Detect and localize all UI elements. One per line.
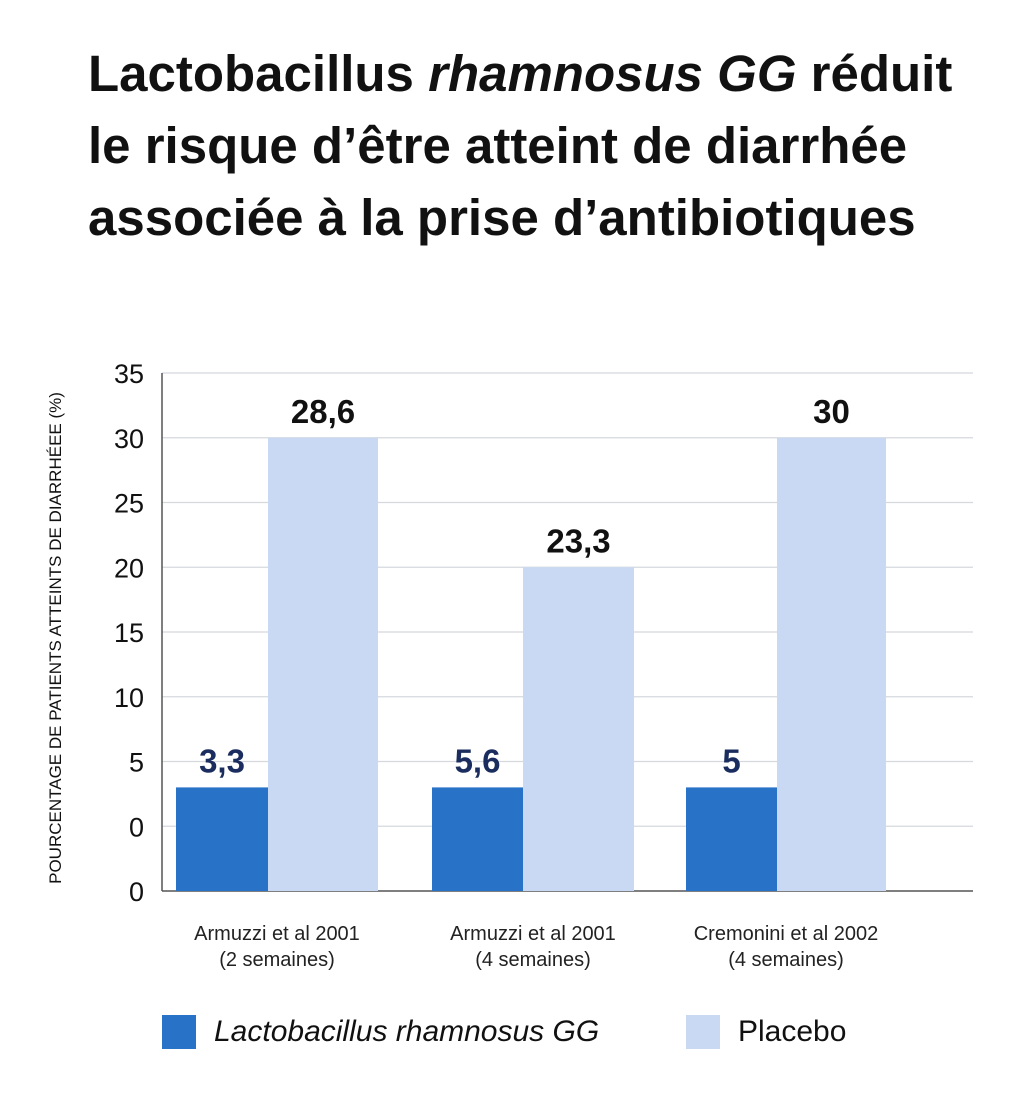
- y-tick-label: 0: [129, 812, 144, 842]
- y-tick-label: 15: [114, 618, 144, 648]
- legend-swatch-lgg: [162, 1015, 196, 1049]
- legend-item-placebo: Placebo: [686, 1012, 846, 1052]
- x-category-label: (2 semaines): [219, 949, 335, 971]
- legend-swatch-placebo: [686, 1015, 720, 1049]
- bar-placebo: [523, 567, 634, 891]
- y-tick-label: 25: [114, 489, 144, 519]
- x-category-label: Armuzzi et al 2001: [450, 923, 616, 945]
- y-axis-title: POURCENTAGE DE PATIENTS ATTEINTS DE DIAR…: [46, 392, 65, 884]
- legend-label-placebo: Placebo: [738, 1015, 847, 1048]
- data-label: 5: [722, 742, 740, 779]
- data-label: 5,6: [455, 742, 501, 779]
- y-tick-label: 10: [114, 683, 144, 713]
- bar-placebo: [777, 437, 886, 891]
- x-category-label: (4 semaines): [728, 949, 844, 971]
- chart-title: Lactobacillus rhamnosus GG réduit le ris…: [88, 38, 988, 254]
- bar-chart: 35 30 25 20 15 10 5 0 0 POURCENTAGE DE PATIENTS A…: [46, 359, 973, 971]
- title-prefix: Lactobacillus: [88, 45, 429, 102]
- title-rest: réduit le risque d’être atteint de diarr…: [88, 45, 953, 246]
- legend-label-lgg: Lactobacillus rhamnosus GG: [214, 1015, 600, 1048]
- bar-placebo: [268, 437, 378, 891]
- y-tick-label: 5: [129, 748, 144, 778]
- y-tick-label: 35: [114, 359, 144, 389]
- legend-item-lgg: Lactobacillus rhamnosus GG: [162, 1012, 599, 1052]
- data-label: 3,3: [199, 742, 245, 779]
- x-category-label: Armuzzi et al 2001: [194, 923, 360, 945]
- bar-lgg: [176, 787, 268, 891]
- x-category-label: Cremonini et al 2002: [694, 923, 879, 945]
- y-tick-label: 20: [114, 553, 144, 583]
- data-label: 28,6: [291, 393, 355, 430]
- y-tick-label: 0: [129, 877, 144, 907]
- bar-lgg: [686, 787, 777, 891]
- bar-lgg: [432, 787, 523, 891]
- data-label: 23,3: [546, 522, 610, 559]
- title-italic: rhamnosus GG: [428, 45, 797, 102]
- data-label: 30: [813, 393, 850, 430]
- x-category-label: (4 semaines): [475, 949, 591, 971]
- y-tick-label: 30: [114, 424, 144, 454]
